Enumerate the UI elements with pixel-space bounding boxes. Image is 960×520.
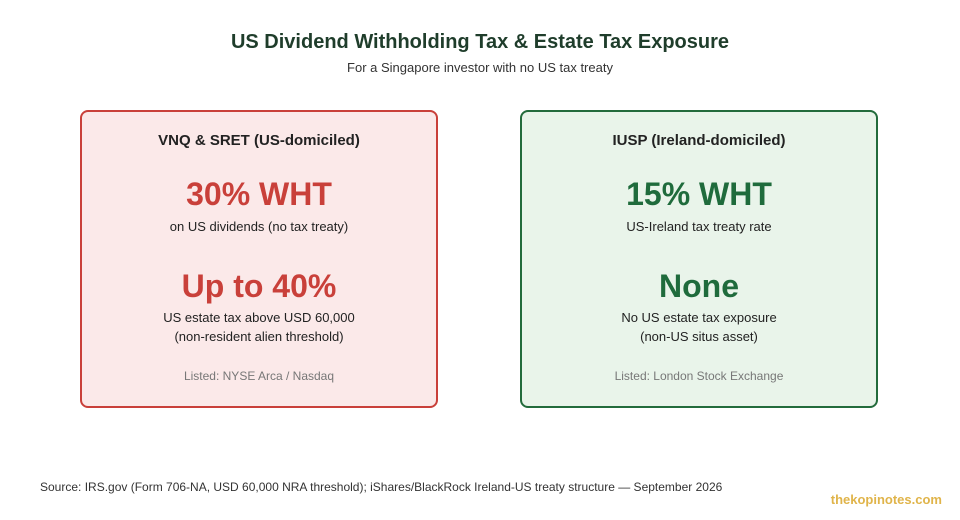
estate-tax-note: No US estate tax exposure (non-US situs … [522, 308, 876, 346]
card-heading: VNQ & SRET (US-domiciled) [158, 132, 360, 149]
listing-exchange: Listed: London Stock Exchange [614, 369, 784, 383]
estate-tax-value: None [659, 268, 739, 304]
estate-tax-note-line1: No US estate tax exposure [621, 310, 777, 325]
page-subtitle: For a Singapore investor with no US tax … [347, 60, 613, 75]
card-us-domiciled: VNQ & SRET (US-domiciled) 30% WHT on US … [80, 110, 438, 408]
source-note: Source: IRS.gov (Form 706-NA, USD 60,000… [40, 480, 723, 494]
page-title: US Dividend Withholding Tax & Estate Tax… [230, 31, 730, 53]
estate-tax-note-line2: (non-US situs asset) [640, 329, 758, 344]
wht-value: 15% WHT [626, 176, 772, 212]
brand-watermark: thekopinotes.com [830, 492, 942, 507]
wht-value: 30% WHT [186, 176, 332, 212]
estate-tax-note-line2: (non-resident alien threshold) [174, 329, 344, 344]
listing-exchange: Listed: NYSE Arca / Nasdaq [183, 369, 335, 383]
estate-tax-note: US estate tax above USD 60,000 (non-resi… [82, 308, 436, 346]
wht-note: on US dividends (no tax treaty) [169, 219, 349, 234]
estate-tax-value: Up to 40% [181, 268, 337, 304]
estate-tax-note-line1: US estate tax above USD 60,000 [163, 310, 355, 325]
card-heading: IUSP (Ireland-domiciled) [612, 132, 786, 149]
wht-note: US-Ireland tax treaty rate [626, 219, 772, 234]
card-ireland-domiciled: IUSP (Ireland-domiciled) 15% WHT US-Irel… [520, 110, 878, 408]
